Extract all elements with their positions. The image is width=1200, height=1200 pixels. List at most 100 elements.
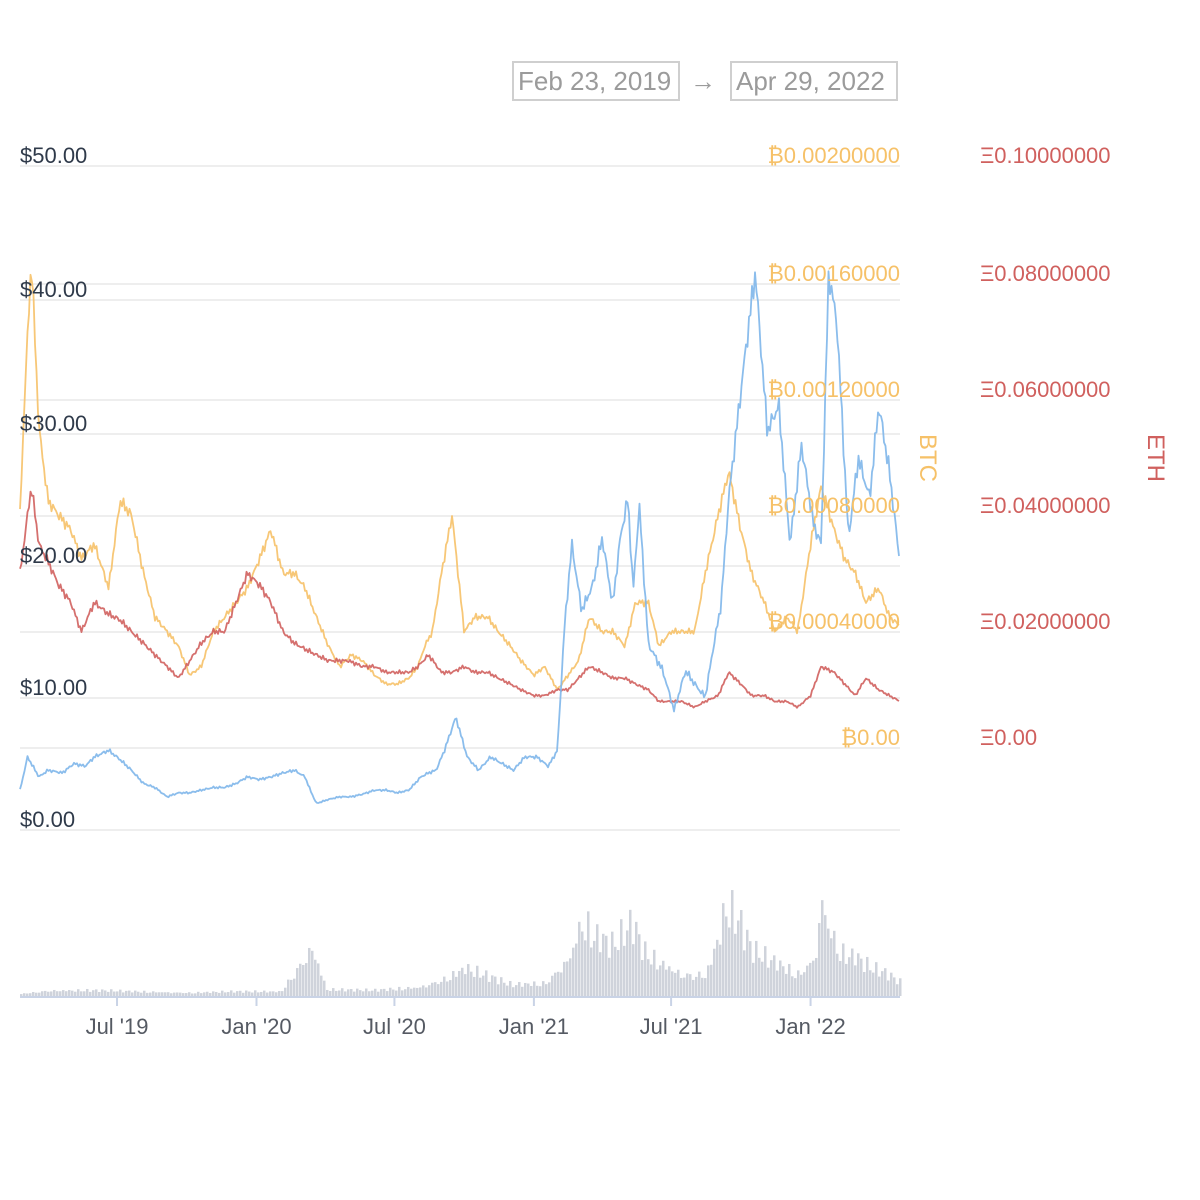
volume-bar [86,988,89,996]
volume-bar [746,929,749,996]
volume-bar [338,990,341,996]
volume-bar [56,991,59,996]
volume-bar [170,993,173,996]
volume-bar [530,985,533,996]
volume-bar [683,977,686,996]
volume-bar [695,976,698,996]
volume-bar [251,992,254,996]
volume-bar [764,946,767,996]
volume-bar [344,991,347,996]
volume-bar [179,992,182,996]
volume-bar [599,952,602,996]
start-date-input[interactable]: Feb 23, 2019 [512,61,680,101]
volume-bar [521,986,524,996]
end-date-input[interactable]: Apr 29, 2022 [730,61,898,101]
volume-bar [581,931,584,996]
volume-bar [326,989,329,996]
volume-bar [584,940,587,996]
volume-bar [479,977,482,996]
x-tick-label: Jan '22 [775,1014,845,1039]
volume-bar [128,990,131,996]
volume-bar [674,972,677,996]
usd-tick-label: $0.00 [20,807,75,832]
volume-bar [431,982,434,996]
volume-bar [497,984,500,996]
volume-bar [650,964,653,996]
volume-bar [266,992,269,996]
volume-bar [83,991,86,996]
volume-bar [296,968,299,996]
volume-bar [893,977,896,996]
volume-bar [71,990,74,996]
volume-bar [239,990,242,996]
volume-bar [92,990,95,996]
volume-bar [791,976,794,996]
volume-bar [761,961,764,996]
volume-bar [218,992,221,996]
volume-bar [515,985,518,996]
volume-bar [224,992,227,996]
volume-bar [866,956,869,996]
volume-bar [767,967,770,996]
volume-bar [212,991,215,996]
volume-bar [653,949,656,996]
volume-bar [362,991,365,996]
volume-bar [119,989,122,996]
volume-bar [896,984,899,996]
volume-bar [392,989,395,996]
volume-bar [389,987,392,996]
volume-bar [563,961,566,996]
btc-tick-label: ₿0.00040000 [767,609,900,634]
volume-bar [89,991,92,996]
volume-bar [770,960,773,996]
volume-bar [518,982,521,996]
volume-bar [461,967,464,996]
volume-bar [872,972,875,996]
volume-bar [191,993,194,996]
volume-bar [35,992,38,996]
volume-bar [890,972,893,996]
volume-bar [689,974,692,996]
volume-bar [59,991,62,996]
volume-bar [698,971,701,996]
volume-bar [125,990,128,996]
volume-bar [20,994,23,996]
volume-bar [41,991,44,996]
volume-bar [278,991,281,996]
eth-tick-label: Ξ0.04000000 [980,493,1111,518]
volume-bar [869,970,872,996]
x-tick-label: Jul '21 [640,1014,703,1039]
volume-bar [221,990,224,996]
volume-bar [284,987,287,996]
volume-bar [503,982,506,996]
volume-bar [533,981,536,996]
volume-bar [107,991,110,996]
volume-bar [164,992,167,996]
volume-bar [161,992,164,996]
btc-axis-title: BTC [914,434,941,482]
volume-bar [482,975,485,996]
volume-bar [104,990,107,996]
volume-bar [644,941,647,996]
volume-bar [95,989,98,996]
volume-bar [590,947,593,996]
volume-bar [845,963,848,996]
volume-bar [113,991,116,996]
volume-bar [587,911,590,996]
usd-tick-label: $30.00 [20,411,87,436]
volume-bar [80,991,83,996]
volume-bar [227,992,230,996]
volume-bar [824,915,827,996]
volume-bar [209,992,212,996]
volume-bar [299,963,302,996]
volume-bar [197,991,200,996]
volume-bar [593,940,596,996]
volume-bar [707,965,710,996]
volume-bar [77,989,80,996]
volume-bar [335,990,338,996]
volume-bar [458,971,461,996]
volume-bar [272,991,275,996]
volume-bar [839,960,842,996]
btc-tick-label: ₿0.00 [841,725,900,750]
volume-bar [686,973,689,996]
